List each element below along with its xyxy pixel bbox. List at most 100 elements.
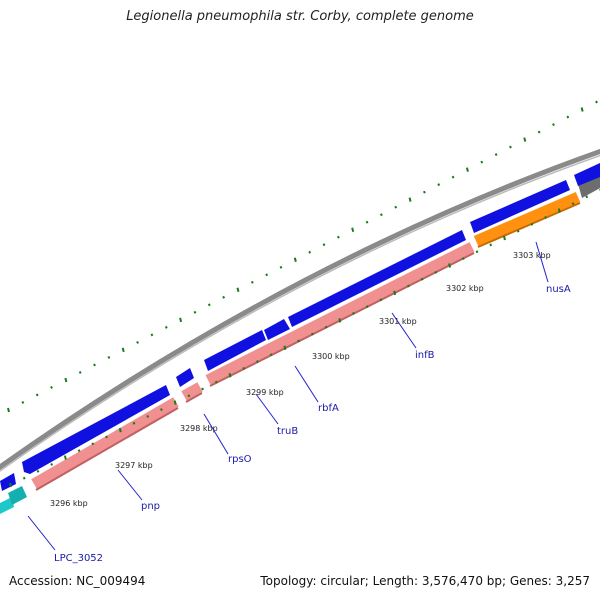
gc-skew-mark [475,250,479,254]
gc-skew-mark [365,220,369,224]
gc-skew-mark [107,355,111,359]
gc-skew-mark [21,401,25,404]
gc-skew-mark [228,372,232,378]
gc-skew-mark [523,137,527,142]
gc-skew-mark [269,353,273,357]
gc-skew-mark [394,205,398,209]
cds-feature-cyan [0,497,14,514]
accession-text: Accession: NC_009494 [9,574,146,588]
gc-skew-mark [322,243,326,247]
reverse-features [31,242,475,491]
gc-skew-mark [324,325,328,329]
gene-leader-line [391,312,417,349]
reverse-feature [181,382,203,401]
gene-label: truB [277,426,298,437]
scale-tick-label: 3299 kbp [246,388,284,397]
gc-skew-mark [437,183,441,187]
gc-skew-mark [242,366,246,370]
gc-skew-mark [91,442,95,446]
gc-skew-mark [434,270,438,274]
gc-skew-mark [566,115,570,119]
gc-skew-mark [64,377,68,383]
gc-skew-track [7,100,600,488]
gc-skew-mark [379,298,383,302]
scale-tick-label: 3302 kbp [446,284,484,293]
gc-skew-mark [585,195,589,199]
gc-skew-mark [451,175,455,179]
gene-leader-line [117,469,143,501]
gc-skew-mark [136,340,139,344]
forward-feature [22,385,170,474]
gc-skew-mark [595,100,598,104]
gc-skew-mark [537,130,541,134]
gc-skew-mark [516,229,520,233]
gc-skew-mark [352,312,355,315]
scale-tick-label: 3297 kbp [115,461,153,470]
forward-feature [288,230,466,327]
gc-skew-mark [407,284,410,288]
gc-skew-mark [77,449,81,453]
gene-label: pnp [141,501,160,512]
gc-skew-mark [121,347,125,353]
gene-leader-line [294,365,319,403]
gc-skew-mark [365,305,369,309]
forward-feature [0,473,16,491]
gc-skew-mark [250,280,254,284]
gc-skew-mark [580,107,584,112]
gc-skew-mark [279,265,283,269]
gene-label: LPC_3052 [54,553,103,564]
rrna-feature-edge [477,202,581,248]
forward-feature [574,163,600,186]
gene-label: nusA [546,284,571,295]
gc-skew-mark [552,123,555,126]
gc-skew-mark [201,387,204,391]
gc-skew-mark [9,482,12,488]
gc-skew-mark [502,235,506,241]
gene-label: rpsO [228,454,252,465]
gc-skew-mark [571,202,575,206]
gc-skew-mark [293,257,297,262]
backbone-ring-shadow [0,154,600,472]
gc-skew-mark [351,227,355,232]
gc-skew-mark [63,455,67,460]
scale-tick-label: 3300 kbp [312,352,350,361]
gc-skew-mark [557,208,561,213]
gc-skew-mark [207,303,211,307]
reverse-feature-edge [209,252,475,387]
gc-skew-mark [283,345,287,351]
gc-skew-mark [236,287,240,293]
genome-title: Legionella pneumophila str. Corby, compl… [126,9,474,24]
gc-skew-mark [420,277,424,281]
forward-features [0,163,600,491]
gc-skew-mark [118,427,122,433]
gc-skew-mark [50,462,54,466]
gc-skew-mark [150,333,154,337]
gc-skew-mark [105,435,108,439]
forward-feature [176,368,194,387]
gc-skew-mark [461,257,465,261]
gene-labels: LPC_3052 pnp rpsO truB rbfA infB nusA [27,241,571,564]
gc-skew-mark [256,360,259,363]
gc-skew-mark [544,215,548,219]
gc-skew-mark [480,160,484,164]
gc-skew-mark [7,407,10,413]
gc-skew-mark [336,235,340,239]
gc-skew-mark [310,332,314,336]
gc-skew-mark [78,370,82,374]
gene-leader-line [255,393,279,425]
gc-skew-mark [408,197,412,202]
gc-skew-mark [308,250,312,254]
gc-skew-mark [509,145,512,149]
gc-skew-mark [423,190,426,194]
gc-skew-mark [338,318,342,323]
gene-leader-line [27,515,56,551]
gc-skew-mark [214,380,218,384]
gc-skew-mark [173,400,177,405]
reverse-feature-edge [185,392,203,403]
scale-ticks: 3296 kbp 3297 kbp 3298 kbp 3299 kbp 3300 kbp… [50,251,551,508]
cds-feature-cyan [8,486,27,505]
gene-leader-line [203,413,229,455]
gc-skew-mark [50,386,53,389]
